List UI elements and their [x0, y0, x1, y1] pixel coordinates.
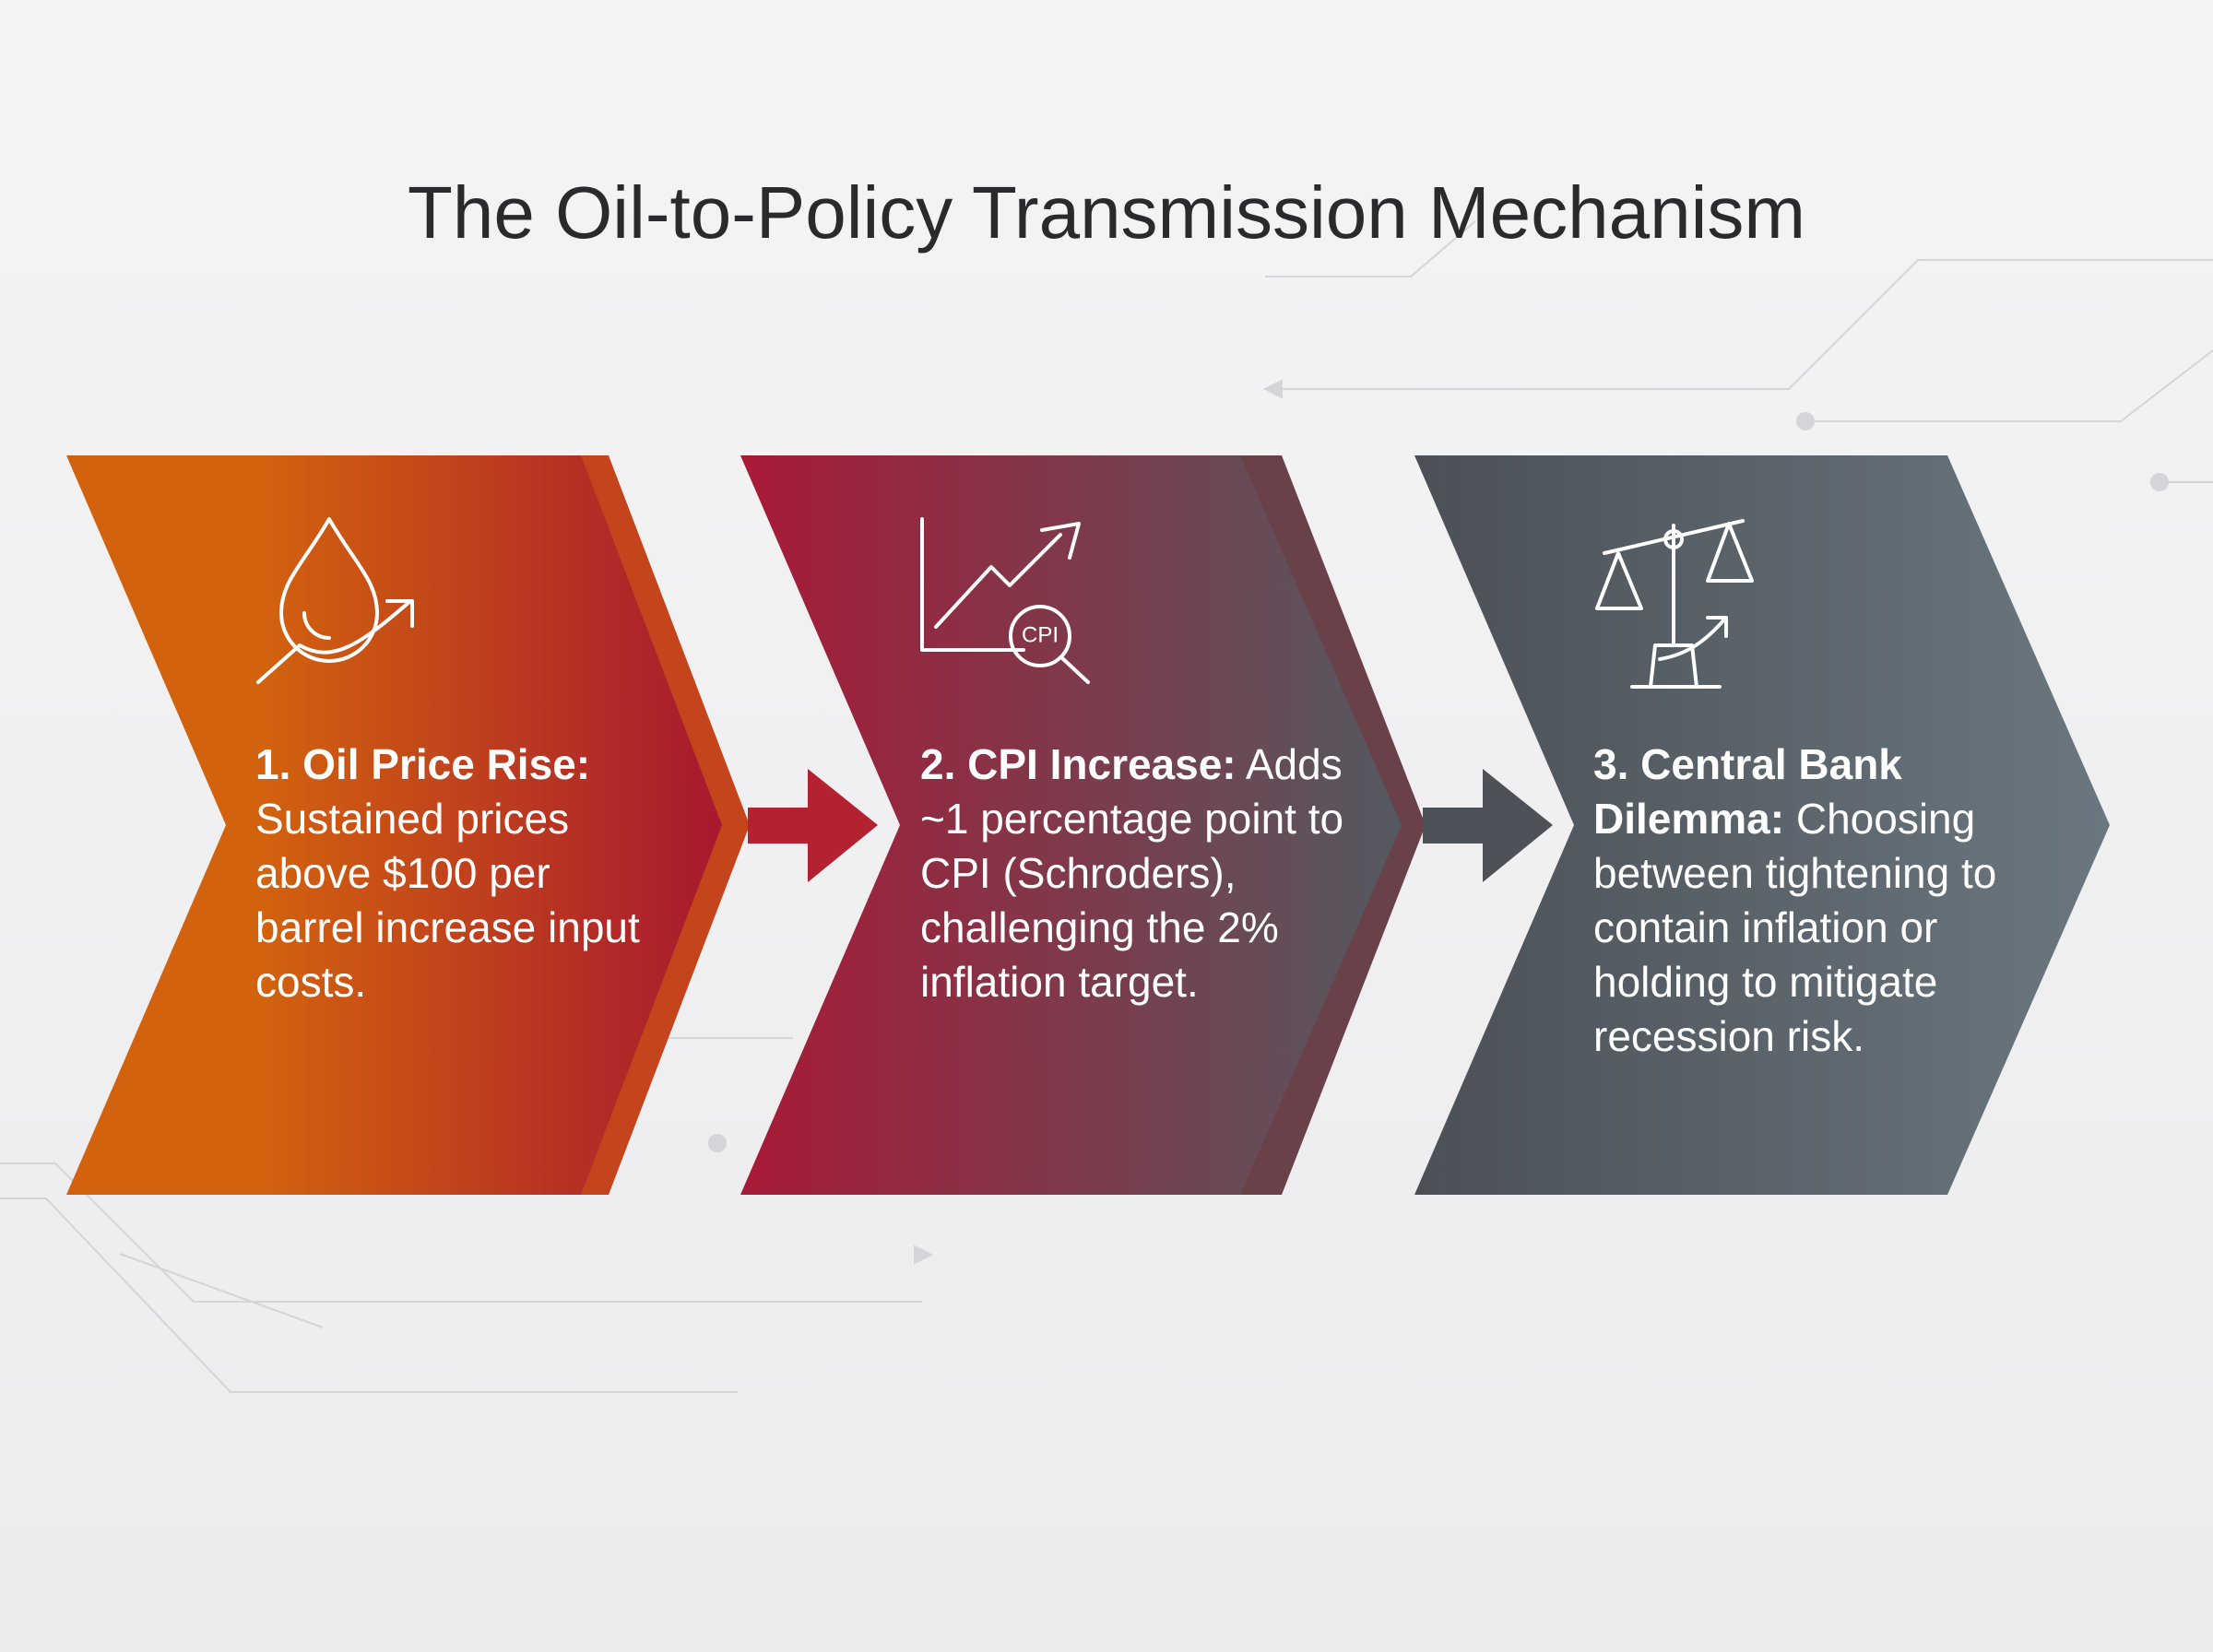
connector-arrow	[748, 769, 878, 882]
step-heading: 3. Central Bank Dilemma:	[1593, 740, 1902, 843]
step-body: Sustained prices above $100 per barrel i…	[255, 795, 640, 1006]
title: The Oil-to-Policy Transmission Mechanism	[408, 171, 1805, 254]
step-text: 1. Oil Price Rise: Sustained prices abov…	[255, 738, 643, 1009]
step-body: Choosing between tightening to contain i…	[1593, 795, 1997, 1060]
step-heading: 2. CPI Increase:	[920, 740, 1237, 788]
chevron	[66, 455, 722, 1195]
icon-oil	[256, 517, 414, 684]
icon-cpi	[920, 517, 1090, 684]
icon-text: CPI	[1022, 622, 1059, 647]
step-body: Adds ~1 percentage point to CPI (Schrode…	[920, 740, 1344, 1006]
chevron	[740, 455, 1402, 1195]
icon-scale	[1595, 519, 1754, 689]
step-text: 2. CPI Increase: Adds ~1 percentage poin…	[920, 738, 1372, 1009]
step-heading: 1. Oil Price Rise:	[255, 740, 591, 788]
chevron	[1414, 455, 2110, 1195]
step-text: 3. Central Bank Dilemma: Choosing betwee…	[1593, 738, 2027, 1064]
connector-arrow	[1423, 769, 1553, 882]
